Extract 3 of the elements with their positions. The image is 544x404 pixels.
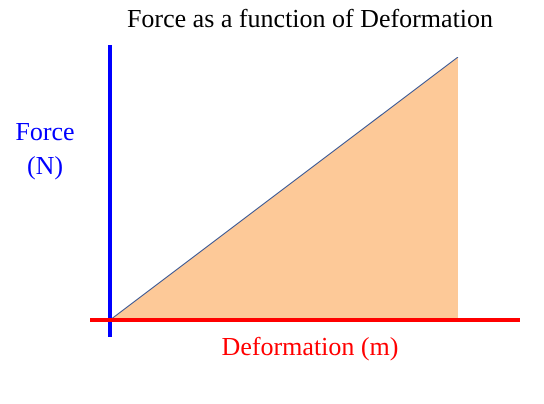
y-axis-title: Force (N): [14, 116, 76, 182]
chart-title: Force as a function of Deformation: [126, 4, 494, 34]
x-axis-title: Deformation (m): [220, 331, 400, 363]
